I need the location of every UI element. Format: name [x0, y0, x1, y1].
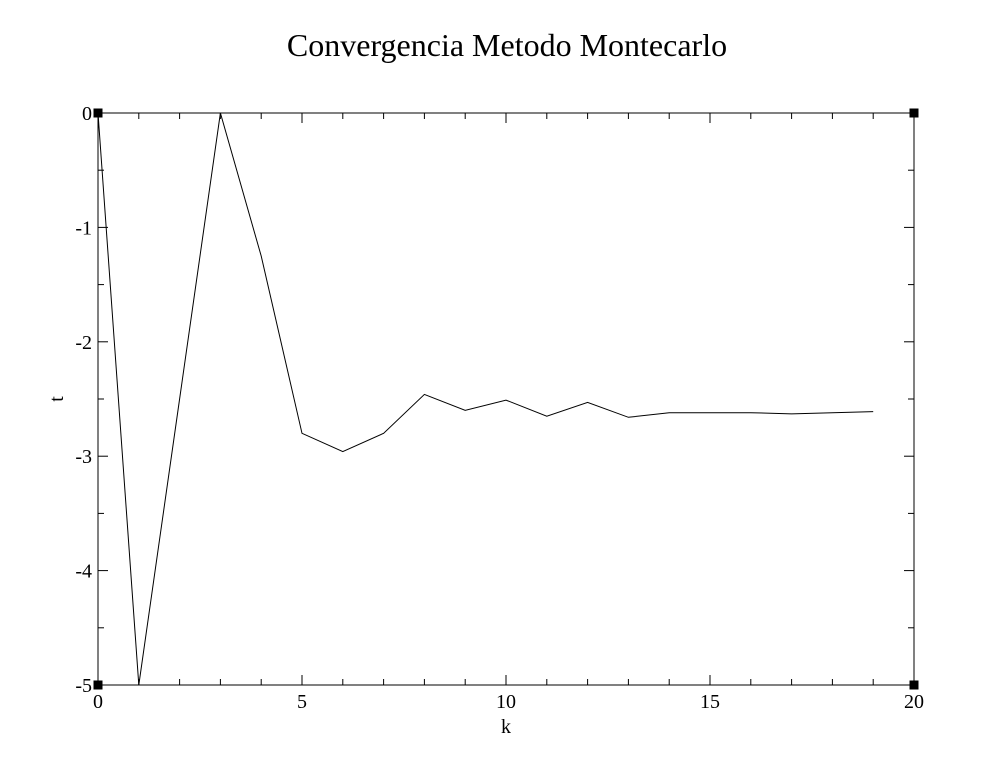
y-tick-label: -1: [75, 217, 92, 239]
y-tick-label: -4: [75, 561, 92, 583]
corner-marker: [909, 680, 919, 690]
y-tick-label: -3: [75, 446, 92, 468]
x-tick-label: 15: [700, 691, 720, 713]
y-tick-label: 0: [82, 103, 92, 125]
x-axis-label: k: [501, 716, 511, 738]
series-line: [97, 112, 874, 686]
x-tick-label: 10: [496, 691, 516, 713]
x-tick-label: 20: [904, 691, 924, 713]
x-tick-label: 5: [297, 691, 307, 713]
plot-area: 0 5 10 15 20 0 -1 -2 -3 -4 -5: [75, 103, 924, 713]
y-tick-label: -5: [75, 675, 92, 697]
corner-marker: [93, 680, 103, 690]
y-axis-label: t: [46, 396, 68, 402]
y-tick-label: -2: [75, 332, 92, 354]
corner-marker: [909, 108, 919, 118]
plot-frame: [97, 112, 915, 686]
chart-title: Convergencia Metodo Montecarlo: [287, 27, 727, 63]
x-tick-label: 0: [93, 691, 103, 713]
